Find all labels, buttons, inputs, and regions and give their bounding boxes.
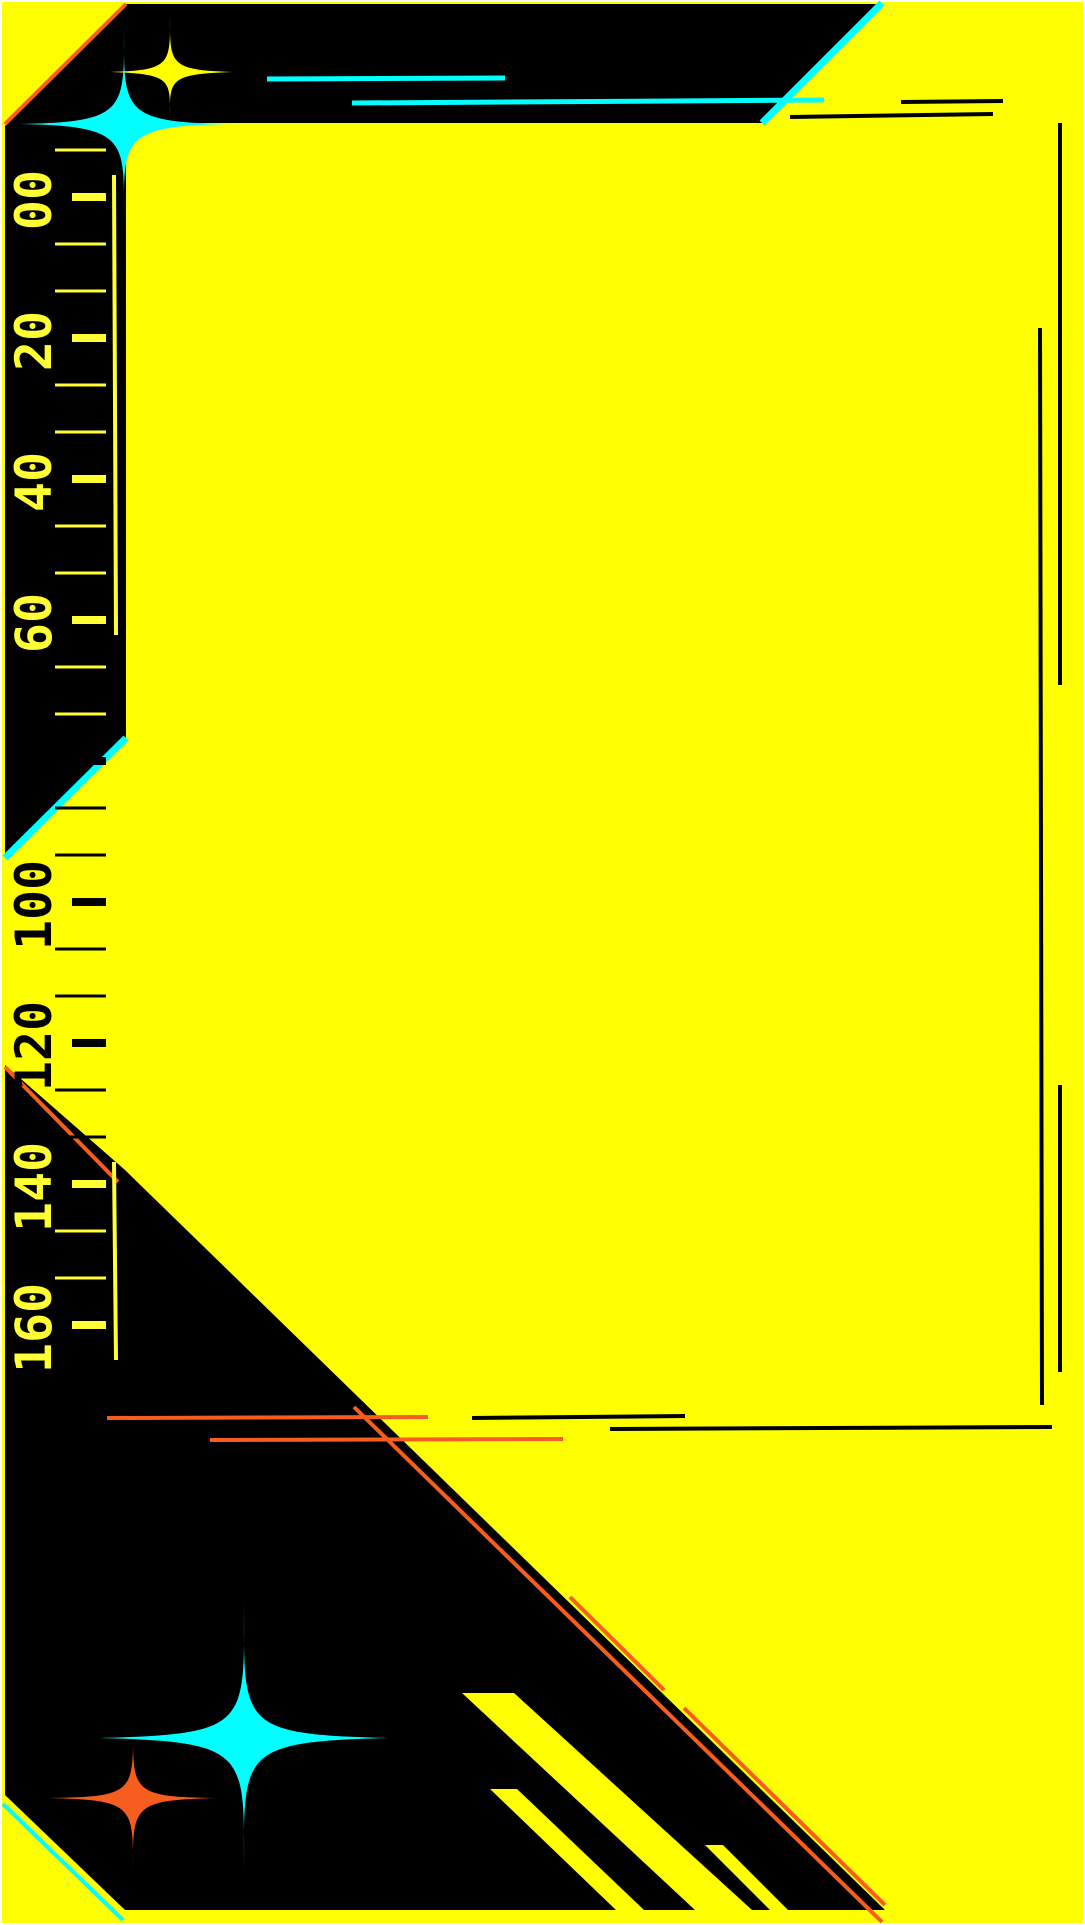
- sparkle-black-icon: [290, 1722, 466, 1892]
- ruler-label: 140: [5, 1142, 63, 1232]
- sparkle-cyan-icon: [100, 1595, 388, 1880]
- accent-line-orange: [106, 1415, 429, 1420]
- yellow-stripe: [490, 1789, 644, 1910]
- accent-line-cyan: [759, 0, 885, 126]
- ruler-line: [112, 1161, 118, 1361]
- deco-line-black: [789, 112, 994, 119]
- sparkle-black-icon: [90, 1580, 256, 1745]
- ruler-label: 00: [5, 170, 63, 230]
- deco-line-black: [609, 1425, 1053, 1431]
- bottom-black-wedge: [5, 1065, 885, 1910]
- sparkle-yellow-icon: [110, 8, 234, 122]
- ruler-label: 80: [5, 734, 63, 794]
- deco-line-black: [1038, 327, 1044, 1406]
- deco-line-black: [900, 99, 1004, 104]
- accent-line-orange: [682, 1706, 887, 1907]
- yellow-stripe: [462, 1693, 752, 1910]
- ruler-label: 20: [5, 311, 63, 371]
- accent-line-orange: [209, 1437, 564, 1442]
- sparkle-orange-icon: [48, 1720, 218, 1878]
- deco-line-black: [471, 1414, 686, 1420]
- ruler-labels: 00 20 40 60 80 100 120 140 160: [5, 170, 63, 1373]
- accent-line-orange: [352, 1405, 884, 1924]
- yellow-stripe: [705, 1845, 788, 1910]
- ruler-ticks: [55, 148, 106, 1329]
- accent-line-orange: [568, 1595, 666, 1692]
- accent-line-cyan: [351, 97, 825, 106]
- ruler-label: 60: [5, 593, 63, 653]
- ruler-label: 160: [5, 1283, 63, 1373]
- accent-line-orange: [3, 1065, 120, 1184]
- ruler-label: 100: [5, 860, 63, 950]
- accent-line-cyan: [266, 75, 506, 82]
- ruler-label: 40: [5, 452, 63, 512]
- accent-line-orange: [3, 2, 128, 126]
- ruler-label: 120: [5, 1001, 63, 1091]
- accent-line-cyan: [1, 1802, 125, 1922]
- ruler-line: [112, 174, 118, 636]
- sparkle-cyan-icon: [20, 18, 228, 224]
